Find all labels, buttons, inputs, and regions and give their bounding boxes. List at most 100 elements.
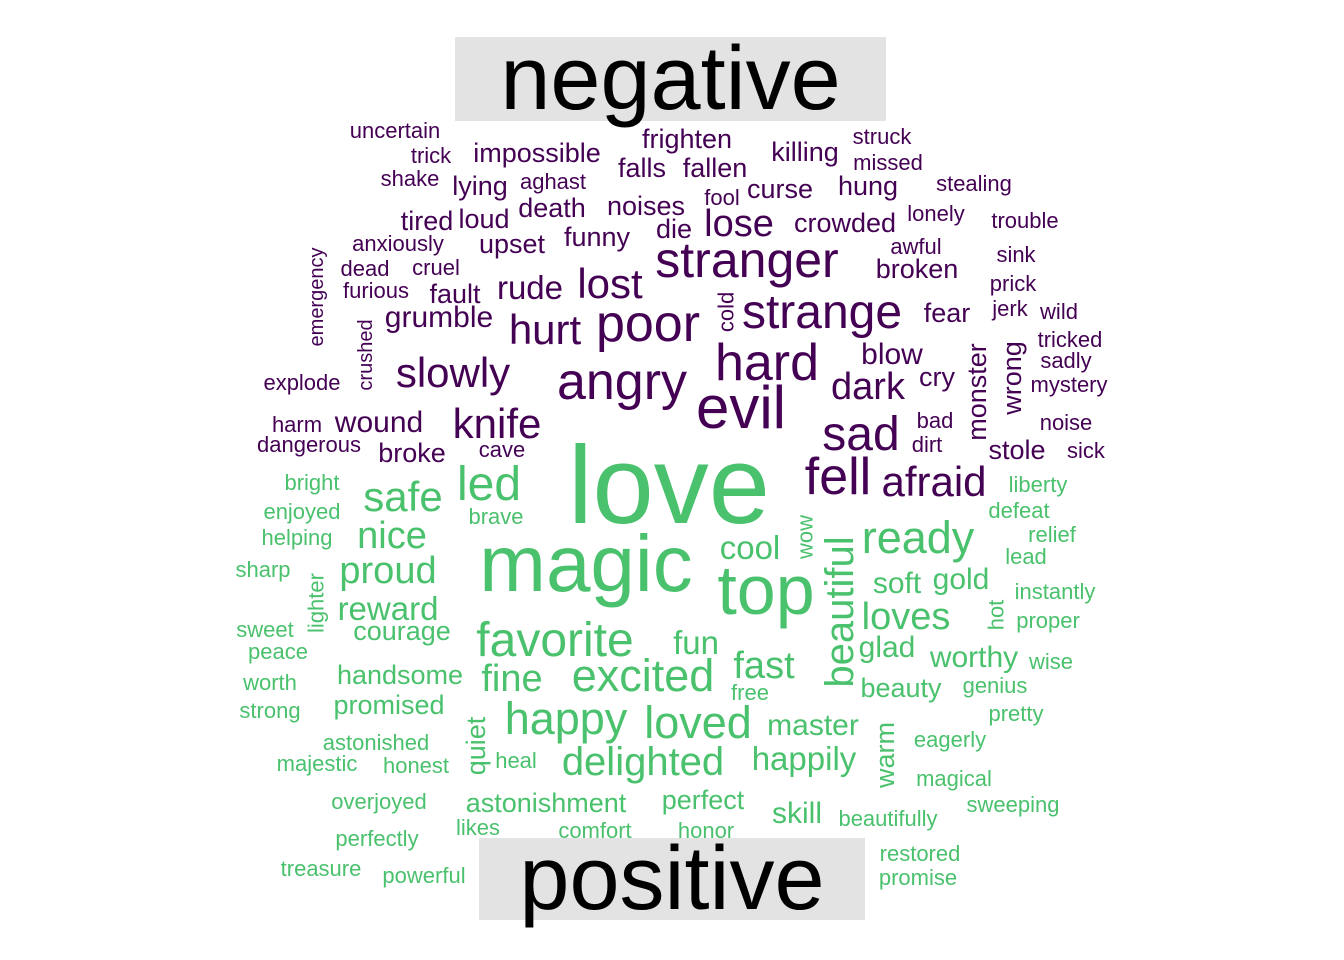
word-positive-reward: reward xyxy=(338,590,439,627)
word-negative-stealing: stealing xyxy=(936,171,1012,196)
word-negative-sad: sad xyxy=(822,408,899,461)
word-positive-genius: genius xyxy=(963,673,1028,698)
word-positive-peace: peace xyxy=(248,639,308,664)
word-negative-blow: blow xyxy=(861,338,923,371)
word-positive-glad: glad xyxy=(859,631,916,664)
word-negative-fool: fool xyxy=(704,185,739,210)
word-negative-crushed: crushed xyxy=(355,319,377,390)
word-negative-bad: bad xyxy=(917,408,954,433)
word-positive-likes: likes xyxy=(456,815,500,840)
word-negative-tired: tired xyxy=(401,206,454,236)
word-negative-dead: dead xyxy=(341,256,390,281)
word-negative-crowded: crowded xyxy=(794,208,896,238)
word-positive-handsome: handsome xyxy=(337,660,463,690)
word-negative-cold: cold xyxy=(714,292,739,332)
word-positive-sweeping: sweeping xyxy=(967,792,1060,817)
word-positive-beautiful: beautiful xyxy=(818,536,862,687)
word-positive-cool: cool xyxy=(720,529,781,566)
word-negative-fallen: fallen xyxy=(683,153,748,183)
word-positive-honest: honest xyxy=(383,753,449,778)
word-positive-lighter: lighter xyxy=(304,573,329,633)
word-negative-emergency: emergency xyxy=(306,248,328,347)
word-negative-lying: lying xyxy=(452,171,508,201)
word-positive-beautifully: beautifully xyxy=(838,806,937,831)
word-positive-magical: magical xyxy=(916,766,992,791)
word-positive-favorite: favorite xyxy=(476,614,633,667)
word-positive-worthy: worthy xyxy=(929,641,1018,674)
word-positive-perfectly: perfectly xyxy=(335,826,418,851)
word-positive-majestic: majestic xyxy=(277,751,358,776)
word-negative-funny: funny xyxy=(564,222,631,252)
word-positive-fun: fun xyxy=(673,624,719,661)
word-negative-cruel: cruel xyxy=(412,255,460,280)
word-positive-restored: restored xyxy=(880,841,961,866)
word-positive-perfect: perfect xyxy=(662,785,745,815)
word-negative-dark: dark xyxy=(831,366,906,408)
word-negative-wild: wild xyxy=(1039,299,1078,324)
word-negative-trick: trick xyxy=(411,143,452,168)
word-negative-struck: struck xyxy=(853,124,913,149)
word-negative-sick: sick xyxy=(1067,438,1106,463)
word-positive-warm: warm xyxy=(870,722,900,789)
word-positive-wow: wow xyxy=(793,515,818,560)
word-negative-stole: stole xyxy=(988,435,1045,465)
word-negative-strange: strange xyxy=(742,286,902,339)
word-positive-led: led xyxy=(457,458,521,511)
word-negative-fear: fear xyxy=(924,298,971,328)
word-negative-wound: wound xyxy=(334,406,423,439)
word-negative-evil: evil xyxy=(696,374,786,441)
word-positive-wise: wise xyxy=(1028,649,1073,674)
word-negative-dirt: dirt xyxy=(912,432,943,457)
word-negative-anxiously: anxiously xyxy=(352,231,444,256)
word-positive-lead: lead xyxy=(1005,544,1047,569)
word-positive-pretty: pretty xyxy=(988,701,1043,726)
word-negative-furious: furious xyxy=(343,278,409,303)
word-positive-bright: bright xyxy=(284,470,339,495)
word-negative-missed: missed xyxy=(853,150,923,175)
word-negative-wrong: wrong xyxy=(997,341,1027,416)
word-negative-sink: sink xyxy=(996,242,1036,267)
word-negative-hung: hung xyxy=(838,171,898,201)
word-positive-treasure: treasure xyxy=(281,856,362,881)
word-negative-jerk: jerk xyxy=(991,296,1028,321)
word-positive-courage: courage xyxy=(353,616,451,646)
word-negative-lonely: lonely xyxy=(907,201,964,226)
word-negative-rude: rude xyxy=(497,269,563,306)
word-positive-happily: happily xyxy=(752,740,857,777)
word-positive-defeat: defeat xyxy=(988,498,1049,523)
word-positive-fast: fast xyxy=(733,645,795,687)
word-negative-dangerous: dangerous xyxy=(257,432,361,457)
word-negative-impossible: impossible xyxy=(473,138,601,168)
word-negative-lose: lose xyxy=(704,203,774,245)
word-positive-sweet: sweet xyxy=(236,617,293,642)
word-negative-slowly: slowly xyxy=(396,349,510,396)
word-positive-eagerly: eagerly xyxy=(914,727,986,752)
word-positive-promised: promised xyxy=(333,690,444,720)
word-negative-knife: knife xyxy=(453,400,542,447)
word-negative-death: death xyxy=(518,193,586,223)
word-positive-beauty: beauty xyxy=(860,673,942,703)
word-negative-afraid: afraid xyxy=(881,458,986,505)
word-negative-fell: fell xyxy=(805,448,871,506)
word-positive-fine: fine xyxy=(481,658,542,700)
word-negative-trouble: trouble xyxy=(991,208,1058,233)
word-positive-overjoyed: overjoyed xyxy=(331,789,426,814)
word-negative-curse: curse xyxy=(747,174,813,204)
word-positive-worth: worth xyxy=(242,670,297,695)
word-negative-poor: poor xyxy=(596,295,700,353)
word-positive-gold: gold xyxy=(933,563,990,596)
word-positive-powerful: powerful xyxy=(382,863,465,888)
word-positive-master: master xyxy=(767,709,859,742)
word-negative-noise: noise xyxy=(1040,410,1093,435)
word-positive-loved: loved xyxy=(644,697,752,748)
word-negative-explode: explode xyxy=(263,370,340,395)
word-negative-cry: cry xyxy=(919,362,955,392)
word-positive-top: top xyxy=(717,551,814,629)
word-positive-loves: loves xyxy=(862,596,951,638)
word-negative-killing: killing xyxy=(771,137,839,167)
word-positive-relief: relief xyxy=(1028,522,1077,547)
word-negative-cave: cave xyxy=(479,437,525,462)
word-positive-quiet: quiet xyxy=(461,716,491,775)
word-negative-hurt: hurt xyxy=(509,306,582,353)
word-positive-promise: promise xyxy=(879,865,957,890)
